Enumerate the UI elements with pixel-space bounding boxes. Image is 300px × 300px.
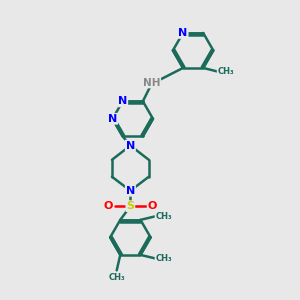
Text: N: N (108, 114, 117, 124)
Text: N: N (126, 140, 135, 151)
Text: N: N (178, 28, 188, 38)
Text: CH₃: CH₃ (108, 273, 125, 282)
Text: CH₃: CH₃ (155, 254, 172, 263)
Text: NH: NH (143, 77, 160, 88)
Text: N: N (126, 186, 135, 196)
Text: O: O (104, 201, 113, 211)
Text: S: S (126, 201, 134, 211)
Text: CH₃: CH₃ (218, 67, 234, 76)
Text: O: O (148, 201, 157, 211)
Text: N: N (118, 96, 127, 106)
Text: CH₃: CH₃ (155, 212, 172, 221)
